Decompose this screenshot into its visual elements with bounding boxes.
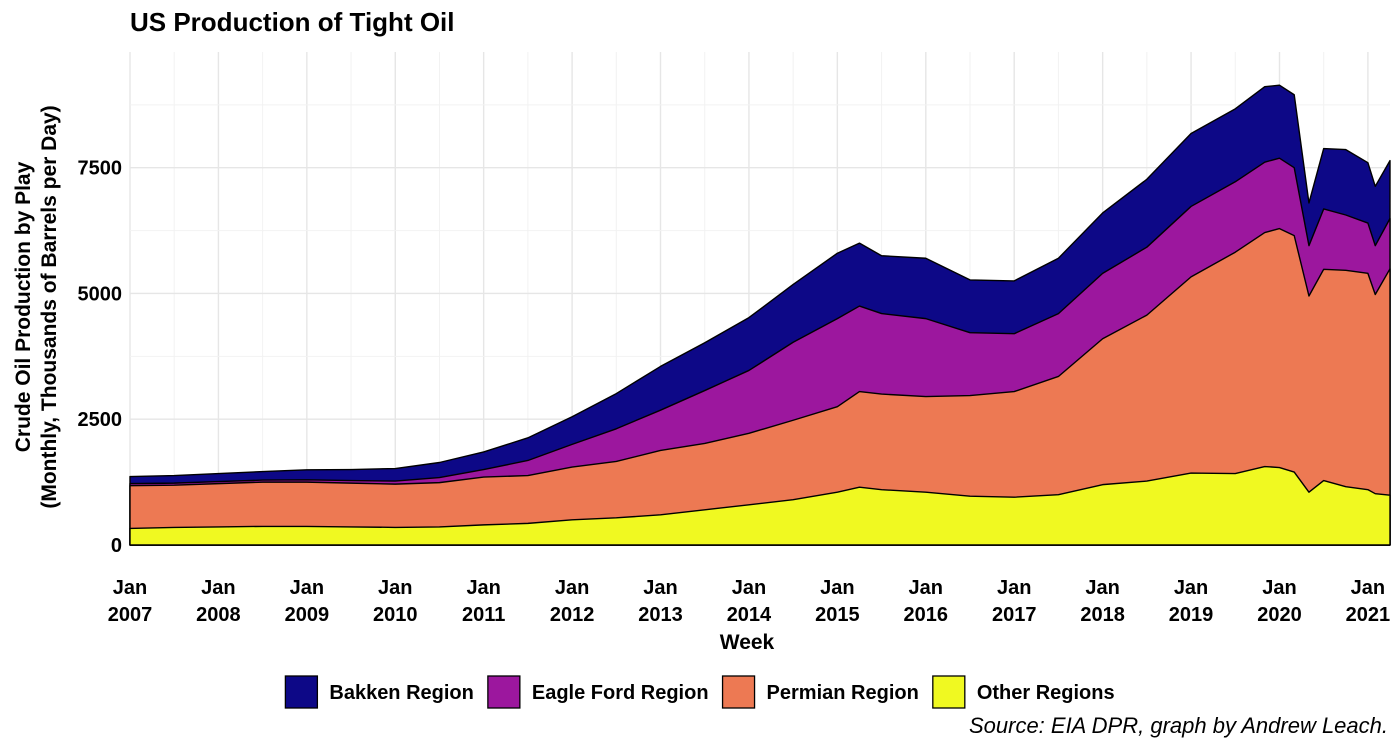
x-tick-label-year: 2014 [727, 604, 772, 626]
x-tick-label-year: 2018 [1080, 604, 1125, 626]
x-tick-label-year: 2011 [462, 604, 505, 626]
y-axis-title-line2: (Monthly, Thousands of Barrels per Day) [38, 105, 61, 508]
x-axis-title: Week [720, 631, 775, 654]
x-tick-label-year: 2016 [904, 604, 949, 626]
x-tick-label-month: Jan [909, 577, 943, 599]
legend-key-permian-region [721, 675, 756, 709]
x-tick-label-year: 2017 [992, 604, 1037, 626]
x-tick-label-year: 2019 [1169, 604, 1214, 626]
legend-key-bakken-region [284, 675, 319, 709]
x-tick-label-month: Jan [820, 577, 854, 599]
x-tick-label-year: 2012 [550, 604, 595, 626]
x-tick-label-month: Jan [1262, 577, 1296, 599]
x-tick-label-year: 2007 [108, 604, 153, 626]
x-tick-label-year: 2015 [815, 604, 860, 626]
area-series [129, 84, 1391, 546]
x-tick-label-month: Jan [378, 577, 412, 599]
x-tick-label-year: 2008 [196, 604, 241, 626]
chart-title: US Production of Tight Oil [130, 7, 455, 37]
area-other-regions [129, 465, 1391, 546]
x-tick-label-month: Jan [997, 577, 1031, 599]
legend: Bakken Region Eagle Ford Region Permian Re… [284, 675, 1115, 709]
x-tick-label-month: Jan [1351, 577, 1385, 599]
x-tick-label-year: 2010 [373, 604, 418, 626]
x-tick-label-month: Jan [1085, 577, 1119, 599]
x-tick-label-year: 2013 [638, 604, 683, 626]
legend-label-permian-region: Permian Region [767, 682, 919, 704]
legend-label-bakken-region: Bakken Region [329, 682, 473, 704]
x-tick-label-month: Jan [732, 577, 766, 599]
y-tick-label: 5000 [78, 283, 123, 305]
y-axis-title: Crude Oil Production by Play (Monthly, T… [12, 105, 61, 508]
y-tick-label: 2500 [78, 409, 123, 431]
y-tick-label: 7500 [78, 158, 123, 180]
source-caption: Source: EIA DPR, graph by Andrew Leach. [969, 713, 1388, 738]
y-axis-ticks: 0 2500 5000 7500 [78, 158, 123, 557]
x-tick-label-month: Jan [201, 577, 235, 599]
area-permian-region [129, 227, 1391, 546]
x-tick-label-month: Jan [466, 577, 500, 599]
x-tick-label-month: Jan [555, 577, 589, 599]
y-axis-title-line1: Crude Oil Production by Play [12, 161, 35, 452]
x-axis-ticks: Jan 2007 Jan 2008 Jan 2009 Jan 2010 Jan 2011 Jan 20… [108, 577, 1390, 626]
x-tick-label-month: Jan [643, 577, 677, 599]
x-tick-label-year: 2020 [1257, 604, 1302, 626]
x-tick-label-month: Jan [113, 577, 147, 599]
y-tick-label: 0 [111, 535, 122, 557]
x-tick-label-year: 2021 [1346, 604, 1391, 626]
legend-label-eagle-ford-region: Eagle Ford Region [532, 682, 709, 704]
x-tick-label-month: Jan [290, 577, 324, 599]
x-tick-label-month: Jan [1174, 577, 1208, 599]
legend-key-eagle-ford-region [487, 675, 521, 709]
legend-label-other-regions: Other Regions [977, 682, 1115, 704]
legend-key-other-regions [932, 675, 966, 709]
x-tick-label-year: 2009 [285, 604, 330, 626]
